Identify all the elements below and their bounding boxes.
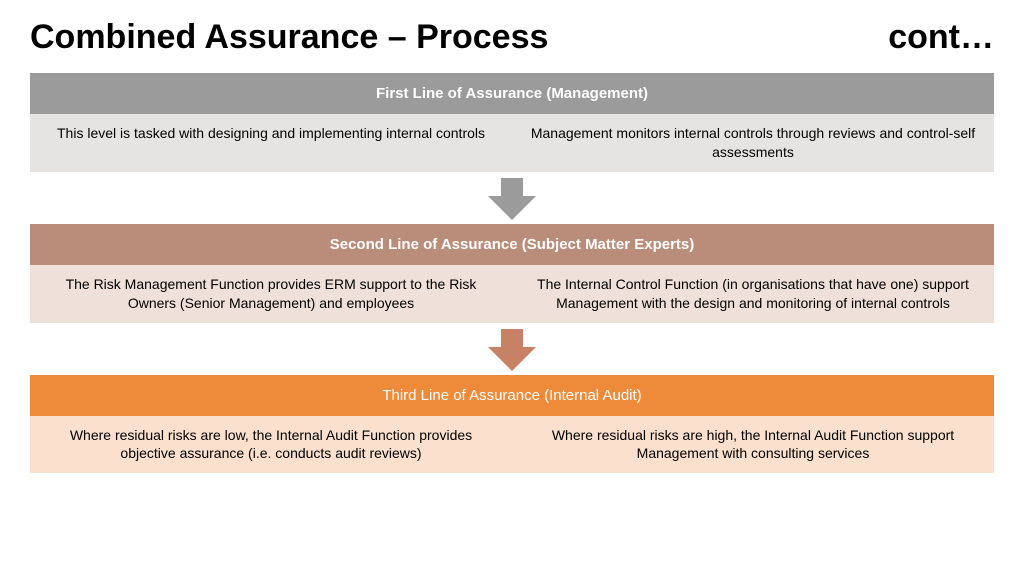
- section-cell: This level is tasked with designing and …: [30, 114, 512, 172]
- section-cell: Where residual risks are low, the Intern…: [30, 416, 512, 474]
- section-second-line: Second Line of Assurance (Subject Matter…: [30, 224, 994, 323]
- section-third-line: Third Line of Assurance (Internal Audit)…: [30, 375, 994, 474]
- section-body-third: Where residual risks are low, the Intern…: [30, 416, 994, 474]
- flow-arrow-1: [30, 178, 994, 222]
- section-cell: The Risk Management Function provides ER…: [30, 265, 512, 323]
- section-header-third: Third Line of Assurance (Internal Audit): [30, 375, 994, 416]
- section-cell: Management monitors internal controls th…: [512, 114, 994, 172]
- section-header-second: Second Line of Assurance (Subject Matter…: [30, 224, 994, 265]
- arrow-down-icon: [495, 178, 529, 222]
- section-body-first: This level is tasked with designing and …: [30, 114, 994, 172]
- page-title-row: Combined Assurance – Process cont…: [30, 18, 994, 57]
- section-first-line: First Line of Assurance (Management) Thi…: [30, 73, 994, 172]
- page-title-cont: cont…: [888, 18, 994, 57]
- page-title: Combined Assurance – Process: [30, 18, 548, 57]
- arrow-down-icon: [495, 329, 529, 373]
- section-cell: The Internal Control Function (in organi…: [512, 265, 994, 323]
- section-cell: Where residual risks are high, the Inter…: [512, 416, 994, 474]
- section-header-first: First Line of Assurance (Management): [30, 73, 994, 114]
- flow-arrow-2: [30, 329, 994, 373]
- section-body-second: The Risk Management Function provides ER…: [30, 265, 994, 323]
